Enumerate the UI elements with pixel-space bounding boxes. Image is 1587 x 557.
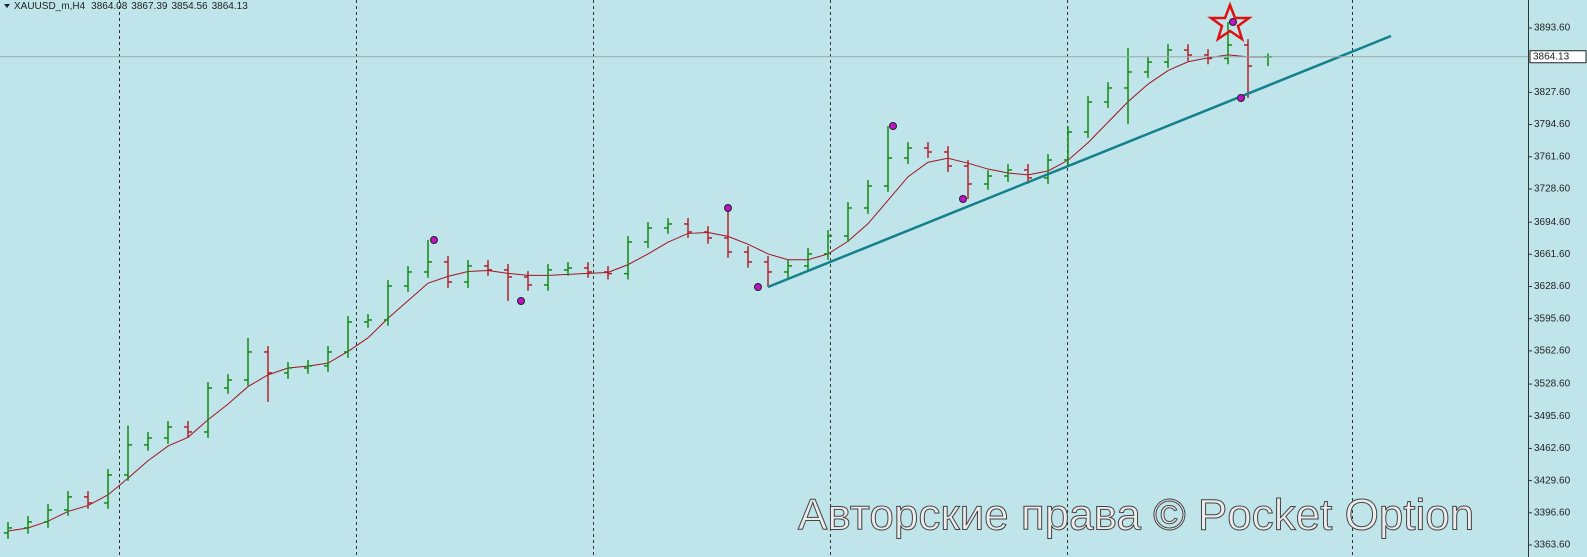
y-tick-label: 3761.60 xyxy=(1534,151,1571,162)
y-tick-label: 3661.60 xyxy=(1534,249,1571,260)
menu-triangle xyxy=(4,4,10,8)
y-tick-label: 3893.60 xyxy=(1534,23,1571,34)
high-value: 3867.39 xyxy=(131,1,168,12)
y-tick-label: 3628.60 xyxy=(1534,281,1571,292)
y-tick-label: 3495.60 xyxy=(1534,411,1571,422)
bars xyxy=(4,22,1272,539)
y-tick-label: 3827.60 xyxy=(1534,87,1571,98)
low-value: 3854.56 xyxy=(171,1,208,12)
moving-average xyxy=(7,54,1268,532)
symbol: XAUUSD_m,H4 xyxy=(14,1,86,12)
fractal-dots xyxy=(430,18,1245,305)
y-tick-label: 3396.60 xyxy=(1534,507,1571,518)
y-tick-label: 3528.60 xyxy=(1534,379,1571,390)
y-tick-label: 3595.60 xyxy=(1534,313,1571,324)
y-tick-label: 3462.60 xyxy=(1534,443,1571,454)
y-tick-label: 3728.60 xyxy=(1534,184,1571,195)
header: XAUUSD_m,H4 3864.08 3867.39 3854.56 3864.13 xyxy=(14,1,248,12)
watermark: Авторские права © Pocket Option xyxy=(798,491,1474,540)
trendline xyxy=(767,34,1392,289)
y-tick-label: 3694.60 xyxy=(1534,217,1571,228)
y-tick-label: 3429.60 xyxy=(1534,475,1571,486)
period-separators xyxy=(119,0,1353,557)
close-value: 3864.13 xyxy=(212,1,249,12)
current-price-box xyxy=(1529,50,1587,64)
current-price-label: 3864.13 xyxy=(1533,51,1570,62)
y-tick-label: 3562.60 xyxy=(1534,346,1571,357)
open-value: 3864.08 xyxy=(91,1,128,12)
y-tick-label: 3363.60 xyxy=(1534,540,1571,551)
star-marker xyxy=(1207,1,1253,42)
y-tick-label: 3794.60 xyxy=(1534,119,1571,130)
